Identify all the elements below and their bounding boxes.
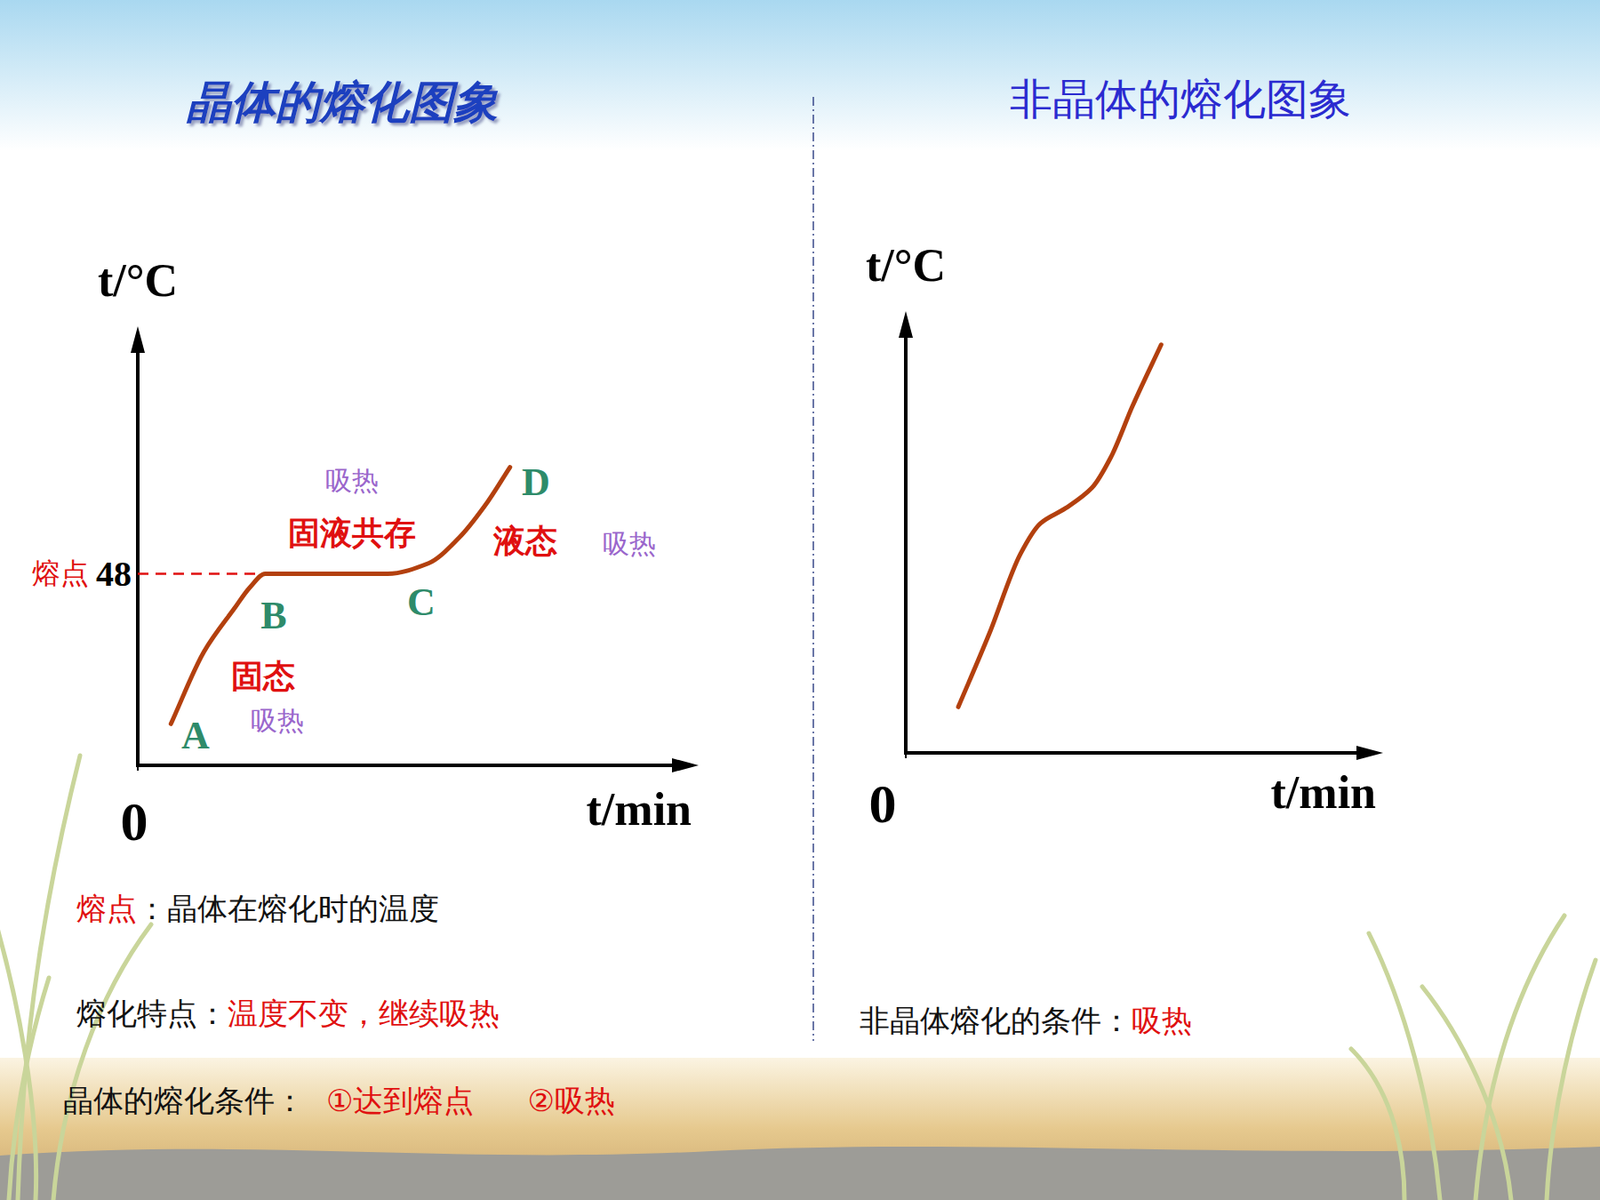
- divider: [812, 96, 815, 1041]
- y-axis-arrow: [898, 311, 913, 338]
- annotation: 吸热: [602, 528, 656, 560]
- caption: 熔化特点：温度不变，继续吸热: [76, 995, 500, 1032]
- hills: [0, 1146, 1600, 1200]
- caption-part: ：晶体在熔化时的温度: [136, 890, 440, 927]
- grass-blade: [8, 977, 49, 1200]
- annotation: C: [407, 580, 436, 624]
- annotation: 液态: [492, 522, 558, 560]
- x-tick: [136, 765, 139, 771]
- caption-part: 非晶体熔化的条件：: [859, 1002, 1132, 1039]
- annotation: 固态: [231, 657, 296, 695]
- y-axis-label: t/°C: [865, 240, 946, 291]
- caption: 熔点：晶体在熔化时的温度: [76, 890, 440, 927]
- annotation: 吸热: [325, 464, 379, 496]
- chart-title: 晶体的熔化图象: [185, 76, 499, 128]
- plot-area: [170, 467, 510, 725]
- x-axis-label: t/min: [586, 784, 693, 835]
- caption-part: ②吸热: [527, 1082, 615, 1119]
- background: [0, 0, 1600, 1200]
- chart-panel: 非晶体的熔化图象 t/°C t/min 0: [865, 73, 1384, 834]
- x-tick: [904, 752, 907, 759]
- chart-title: 非晶体的熔化图象: [1009, 73, 1352, 124]
- curve: [958, 344, 1161, 708]
- x-tick-label: 0: [869, 773, 897, 834]
- caption-part: 晶体的熔化条件：: [63, 1082, 305, 1119]
- annotation: 固液共存: [288, 514, 416, 552]
- caption-part: 熔化特点：: [76, 995, 228, 1032]
- y-axis: [136, 335, 140, 768]
- x-tick-label: 0: [120, 791, 149, 852]
- x-axis: [137, 763, 690, 768]
- annotation: A: [181, 713, 210, 758]
- grass-blade: [1546, 960, 1596, 1200]
- caption-part: 熔点: [76, 890, 137, 927]
- slide: 晶体的熔化图象t/°Ct/min048熔点吸热固液共存D液态吸热BC固态A吸热非…: [0, 0, 1600, 1200]
- annotation: B: [260, 593, 287, 638]
- y-axis-label: t/°C: [97, 255, 178, 306]
- annotation: D: [521, 460, 551, 504]
- grass-blade: [1351, 1048, 1405, 1200]
- ground: [0, 1057, 1600, 1200]
- grass-blade: [1422, 986, 1512, 1200]
- plot-area: [958, 344, 1161, 708]
- grass-blade: [1368, 933, 1440, 1200]
- x-axis-label: t/min: [1271, 767, 1377, 818]
- y-axis-arrow: [130, 326, 145, 353]
- curve: [170, 467, 510, 725]
- caption: 晶体的熔化条件： ①达到熔点 ②吸热: [63, 1082, 616, 1119]
- sky: [0, 0, 1600, 152]
- x-axis: [905, 751, 1375, 755]
- grass: [0, 755, 1596, 1200]
- x-axis-arrow: [672, 758, 699, 773]
- y-axis: [904, 320, 908, 755]
- annotation: 吸热: [250, 704, 304, 736]
- grass-blade: [53, 924, 152, 1200]
- x-axis-arrow: [1356, 745, 1384, 760]
- y-tick-line: [137, 572, 265, 576]
- caption-part: 温度不变，继续吸热: [227, 995, 500, 1032]
- chart-panel: 晶体的熔化图象t/°Ct/min048熔点吸热固液共存D液态吸热BC固态A吸热: [32, 76, 699, 852]
- y-tick-label: 48: [96, 553, 132, 594]
- caption: 非晶体熔化的条件：吸热: [859, 1002, 1192, 1039]
- annotation: 熔点: [32, 556, 89, 591]
- caption-part: 吸热: [1131, 1002, 1192, 1039]
- caption-part: ①达到熔点: [326, 1082, 474, 1119]
